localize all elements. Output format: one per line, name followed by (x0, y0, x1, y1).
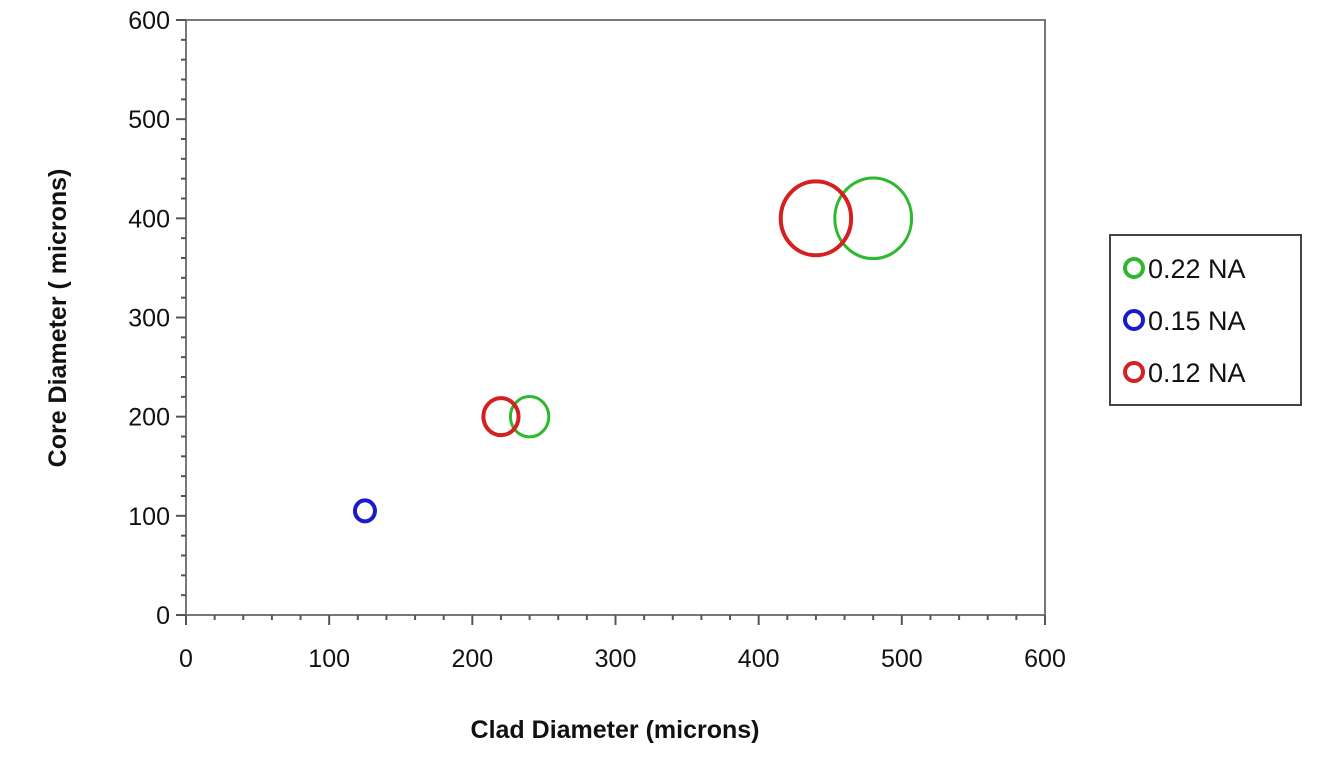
x-tick-label: 100 (308, 645, 350, 673)
y-tick-label: 400 (128, 205, 170, 233)
x-tick-label: 300 (595, 645, 637, 673)
x-tick-label: 400 (738, 645, 780, 673)
legend-label: 0.12 NA (1148, 358, 1246, 388)
legend-label: 0.15 NA (1148, 306, 1246, 336)
y-tick-label: 600 (128, 7, 170, 35)
x-axis-label: Clad Diameter (microns) (471, 716, 760, 744)
x-tick-label: 200 (451, 645, 493, 673)
x-tick-label: 500 (881, 645, 923, 673)
data-point (481, 396, 521, 438)
plot-frame (185, 19, 1046, 616)
data-point (778, 179, 854, 258)
y-tick-label: 500 (128, 106, 170, 134)
x-tick-label: 600 (1024, 645, 1066, 673)
x-tick-label: 0 (179, 645, 193, 673)
y-tick-label: 200 (128, 404, 170, 432)
y-tick-label: 100 (128, 503, 170, 531)
data-point (508, 395, 551, 439)
legend-marker-icon (1123, 257, 1145, 279)
legend-marker-icon (1123, 361, 1145, 383)
axes: 0 100 200 300 400 500 600 0 100 200 300 400 500 600 (128, 7, 1066, 673)
y-tick-label: 0 (156, 602, 170, 630)
legend: 0.22 NA 0.15 NA 0.12 NA (1109, 234, 1302, 406)
legend-label: 0.22 NA (1148, 254, 1246, 284)
data-point (833, 176, 914, 261)
plot-marks (352, 176, 914, 524)
legend-marker-icon (1123, 309, 1145, 331)
y-axis-label: Core Diameter ( microns) (44, 169, 72, 468)
y-tick-label: 300 (128, 305, 170, 333)
data-point (352, 498, 377, 524)
